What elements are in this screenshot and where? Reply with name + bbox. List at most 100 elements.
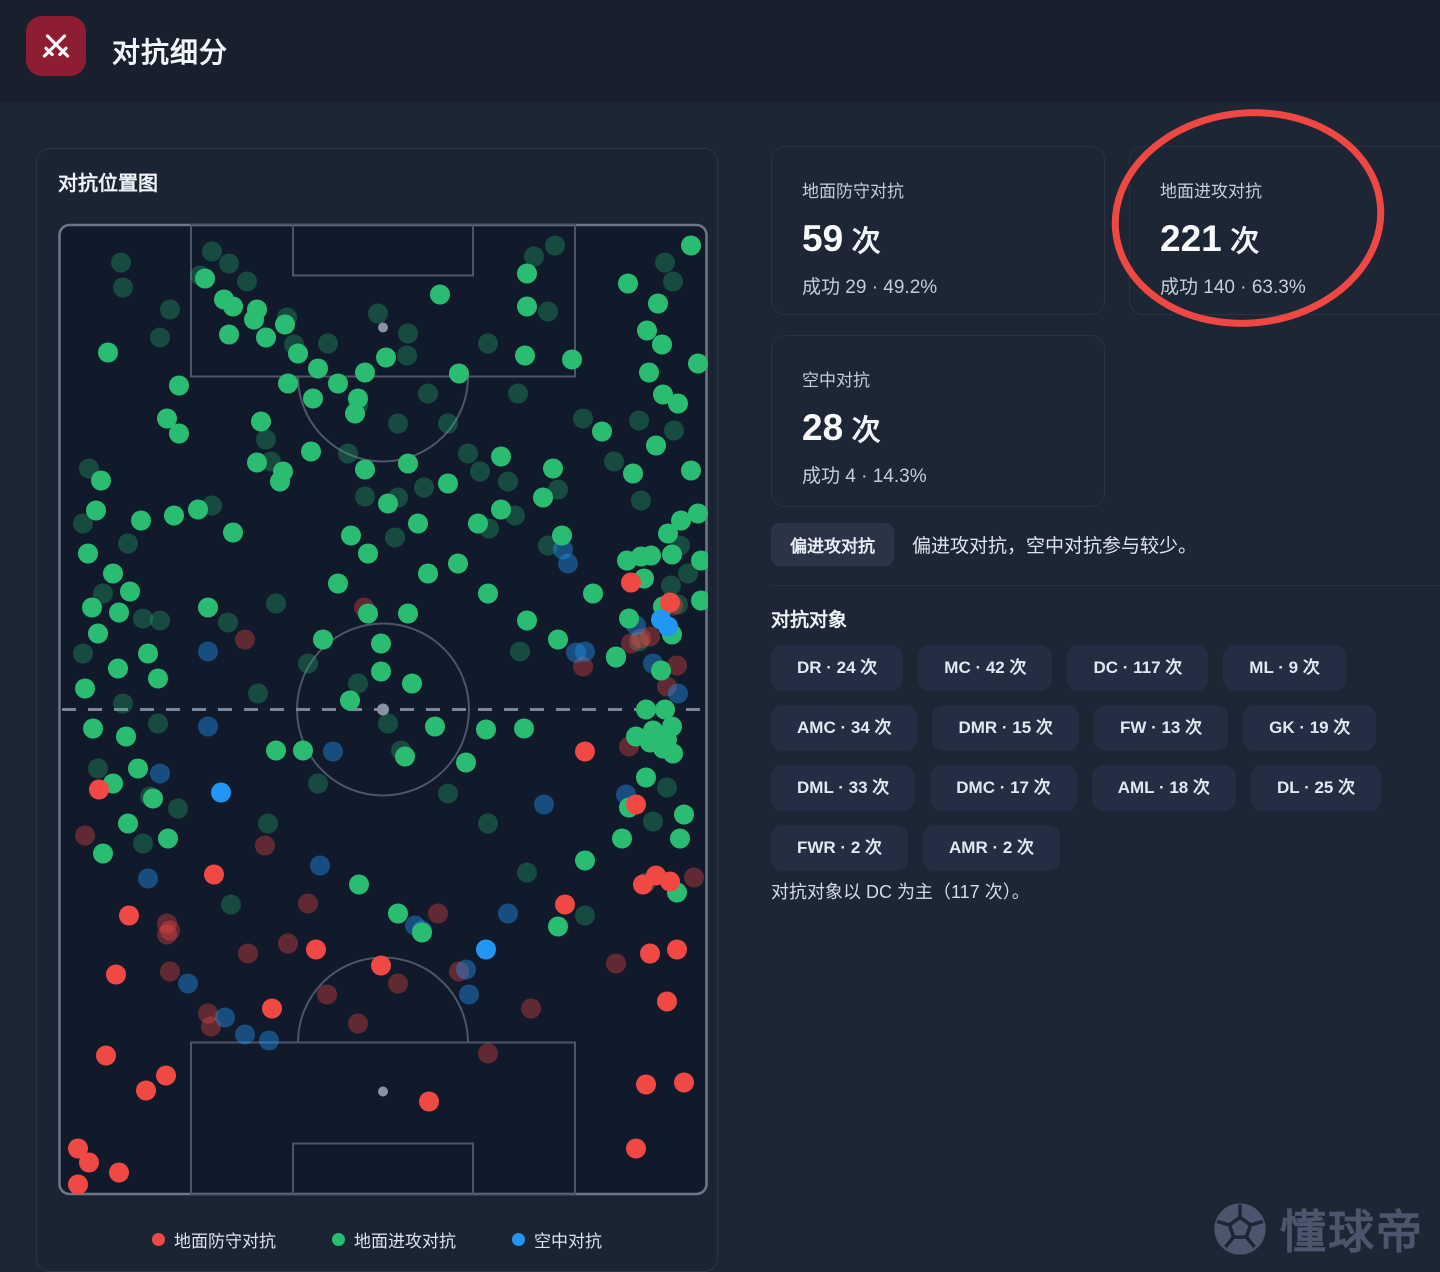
duel-dot-atk_fail [202, 241, 222, 262]
target-chip[interactable]: DML · 33 次 [771, 765, 916, 811]
duel-dot-aerial_success [476, 939, 496, 960]
legend-dot [332, 1232, 345, 1246]
duel-dot-atk_success [341, 525, 361, 546]
duel-dot-atk_success [552, 525, 572, 546]
duel-dot-atk_fail [510, 641, 530, 662]
target-chip[interactable]: GK · 19 次 [1243, 705, 1377, 751]
target-chip[interactable]: AMR · 2 次 [923, 825, 1060, 871]
legend: 地面防守对抗 地面进攻对抗 空中对抗 [37, 1227, 717, 1251]
duel-dot-def_fail [449, 961, 469, 982]
duel-dot-atk_success [618, 273, 638, 294]
target-chip[interactable]: MC · 42 次 [918, 645, 1053, 691]
duel-dot-def_fail [278, 933, 298, 954]
duel-dot-def_success [119, 905, 139, 926]
legend-dot [512, 1232, 525, 1246]
duel-dot-aerial_fail [235, 1024, 255, 1045]
target-chip[interactable]: DC · 117 次 [1067, 645, 1209, 691]
duel-dot-atk_fail [629, 631, 649, 652]
duel-dot-atk_fail [643, 811, 663, 832]
duel-dot-atk_success [662, 716, 682, 737]
legend-label: 空中对抗 [534, 1231, 602, 1251]
duel-dot-atk_fail [604, 451, 624, 472]
legend-label: 地面进攻对抗 [354, 1231, 456, 1251]
duel-dot-atk_success [606, 647, 626, 668]
duel-dot-aerial_fail [198, 641, 218, 662]
duel-dot-atk_success [195, 268, 215, 289]
duel-dot-atk_success [313, 629, 333, 650]
duel-dot-atk_success [533, 487, 553, 508]
duel-dot-def_fail [631, 628, 651, 649]
duel-dot-def_fail [640, 626, 660, 647]
duel-dot-atk_success [116, 726, 136, 747]
target-chip[interactable]: DMC · 17 次 [930, 765, 1077, 811]
duel-dot-atk_success [655, 699, 675, 720]
duel-dot-def_success [79, 1152, 99, 1173]
duel-dot-aerial_fail [668, 683, 688, 704]
duel-dot-atk_success [652, 334, 672, 355]
duel-dot-aerial_fail [566, 642, 586, 663]
duel-dot-atk_fail [318, 333, 338, 354]
stat-card-label: 地面防守对抗 [802, 182, 904, 201]
pitch-svg [58, 223, 711, 1196]
target-chip[interactable]: FW · 13 次 [1093, 705, 1229, 751]
target-chip[interactable]: DMR · 15 次 [932, 705, 1079, 751]
target-chip[interactable]: AMC · 34 次 [771, 705, 918, 751]
duel-dot-atk_success [75, 678, 95, 699]
duel-dot-atk_success [349, 874, 369, 895]
duel-dot-atk_success [247, 452, 267, 473]
duel-dot-aerial_fail [198, 716, 218, 737]
duel-dot-atk_success [402, 673, 422, 694]
duel-dot-atk_success [619, 608, 639, 629]
duel-dot-def_fail [160, 920, 180, 941]
target-chip[interactable]: DL · 25 次 [1251, 765, 1382, 811]
duel-dot-atk_success [91, 470, 111, 491]
duel-dots [68, 235, 711, 1195]
duel-dot-atk_success [93, 843, 113, 864]
stat-card-value-row: 59 次 [802, 218, 1074, 260]
duel-dot-atk_fail [397, 345, 417, 366]
duel-dot-atk_success [157, 408, 177, 429]
tendency-badge: 偏进攻对抗 [771, 523, 894, 566]
duel-dot-atk_fail [308, 773, 328, 794]
duel-dot-aerial_success [211, 782, 231, 803]
duel-dot-atk_success [646, 435, 666, 456]
duel-dot-atk_fail [478, 333, 498, 354]
duel-dot-atk_success [303, 388, 323, 409]
duel-dot-atk_success [83, 718, 103, 739]
duel-dot-def_success [575, 741, 595, 762]
duel-dot-atk_success [328, 573, 348, 594]
duel-dot-atk_success [583, 583, 603, 604]
duel-dot-atk_success [198, 597, 218, 618]
duel-dot-atk_fail [73, 513, 93, 534]
duel-dot-atk_fail [573, 408, 593, 429]
duel-dot-atk_success [681, 460, 701, 481]
duel-dot-atk_fail [150, 327, 170, 348]
duel-dot-atk_fail [517, 862, 537, 883]
duel-dot-atk_fail [575, 905, 595, 926]
legend-label: 地面防守对抗 [174, 1231, 276, 1251]
duel-dot-def_fail [348, 1013, 368, 1034]
duel-dot-atk_success [143, 788, 163, 809]
duel-dot-def_success [136, 1080, 156, 1101]
target-chip[interactable]: ML · 9 次 [1223, 645, 1346, 691]
duel-dot-atk_success [82, 597, 102, 618]
duel-dot-atk_fail [398, 323, 418, 344]
duel-dot-atk_success [98, 342, 118, 363]
duel-dot-atk_success [514, 718, 534, 739]
duel-dot-atk_success [543, 458, 563, 479]
target-chip[interactable]: DR · 24 次 [771, 645, 904, 691]
duel-dot-atk_success [223, 522, 243, 543]
targets-footnote: 对抗对象以 DC 为主（117 次）。 [771, 882, 1030, 902]
target-chip[interactable]: FWR · 2 次 [771, 825, 908, 871]
duel-dot-atk_success [562, 349, 582, 370]
duel-dot-atk_success [651, 660, 671, 681]
duel-dot-def_fail [198, 1003, 218, 1024]
duel-dot-aerial_fail [456, 959, 476, 980]
target-chip[interactable]: AML · 18 次 [1091, 765, 1236, 811]
duel-dot-atk_success [244, 309, 264, 330]
duel-dot-atk_success [592, 421, 612, 442]
duel-dot-atk_success [631, 546, 651, 567]
duel-dot-def_fail [235, 629, 255, 650]
duel-dot-atk_success [148, 668, 168, 689]
duel-dot-atk_fail [414, 477, 434, 498]
